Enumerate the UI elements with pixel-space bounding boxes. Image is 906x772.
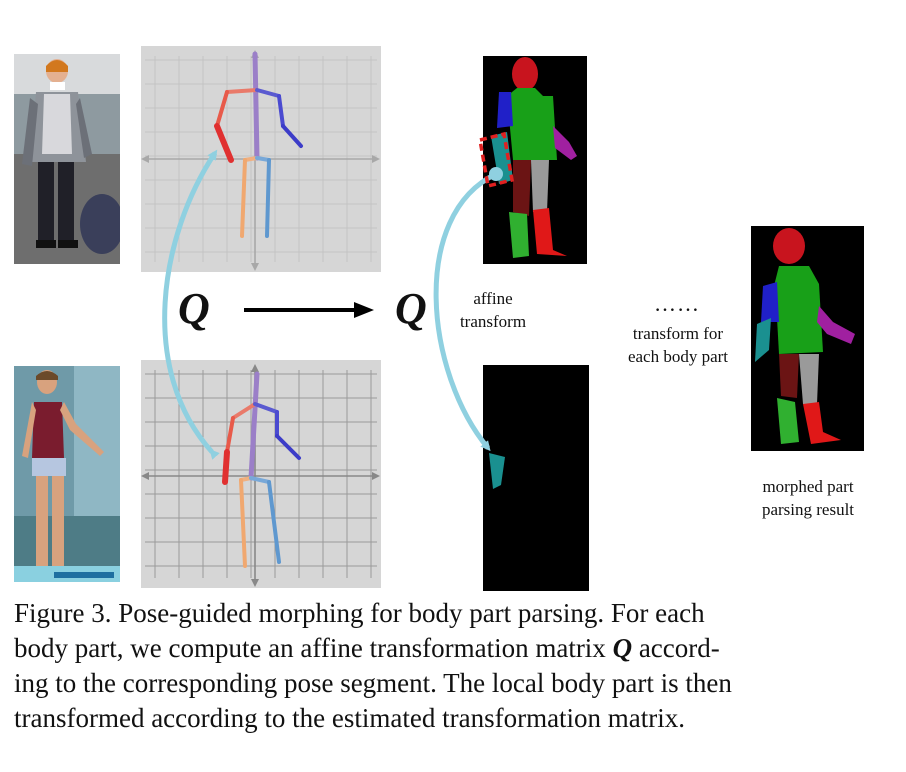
parsing-mask-target [483, 365, 589, 591]
each-part-line2: each body part [627, 347, 729, 366]
affine-transform-label: affine transform [448, 287, 538, 333]
caption-line-2-start: body part, we compute an affine transfor… [14, 633, 613, 663]
q-symbol-left: Q [178, 284, 210, 333]
pose-skeleton-bottom [141, 364, 380, 587]
caption-line-2-end: accord- [632, 633, 720, 663]
result-label: morphed part parsing result [738, 475, 878, 521]
person-photo-top [14, 54, 120, 264]
pose-skeleton-top [141, 50, 380, 271]
affine-label-line1: affine [473, 289, 513, 308]
caption-q-symbol: Q [612, 633, 633, 663]
figure-caption: Figure 3. Pose-guided morphing for body … [14, 596, 894, 736]
result-line2: parsing result [761, 500, 855, 519]
caption-line-2: body part, we compute an affine transfor… [14, 631, 894, 666]
person-photo-bottom [14, 366, 120, 582]
each-part-label: transform for each body part [608, 322, 748, 368]
q-symbol-right: Q [395, 284, 427, 333]
pose-grid-bottom [141, 360, 381, 588]
part-transfer-arrow [433, 171, 498, 452]
part-anchor-dot [489, 167, 503, 181]
result-line1: morphed part [762, 477, 854, 496]
each-part-line1: transform for [632, 324, 724, 343]
caption-line-4: transformed according to the estimated t… [14, 703, 686, 733]
pose-grid-top [141, 46, 381, 272]
ellipsis-dots: …… [654, 291, 700, 316]
parsing-mask-result [751, 226, 864, 451]
pose-correspondence-arrow [162, 149, 220, 460]
caption-line-1: Figure 3. Pose-guided morphing for body … [14, 598, 705, 628]
parsing-mask-source [483, 56, 587, 264]
caption-line-3: ing to the corresponding pose segment. T… [14, 668, 732, 698]
affine-label-line2: transform [459, 312, 527, 331]
selected-part-box [477, 131, 515, 189]
